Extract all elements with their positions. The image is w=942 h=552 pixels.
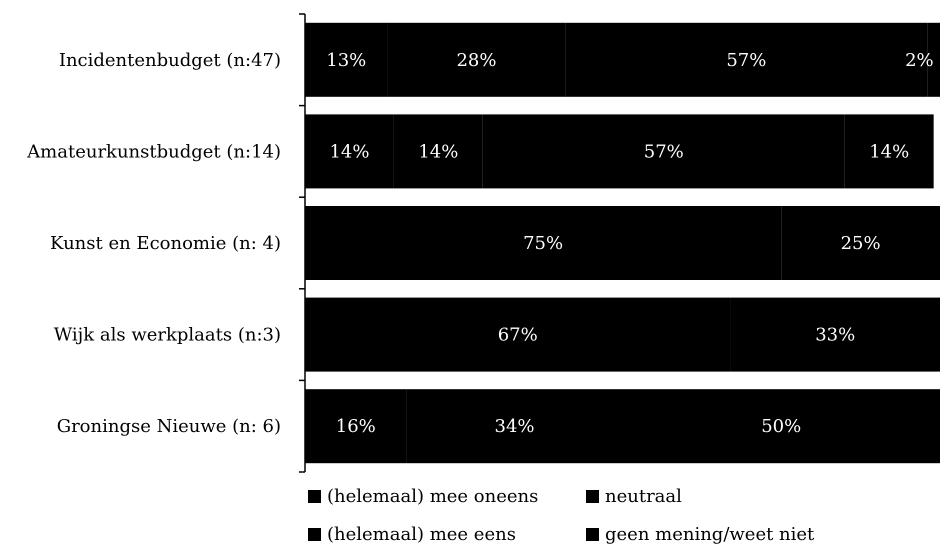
bar-segment	[305, 114, 394, 189]
legend-swatch	[586, 490, 599, 503]
bar-segment	[305, 22, 388, 97]
data-label: 75%	[523, 233, 563, 254]
bars-group	[305, 22, 940, 464]
legend-swatch	[308, 490, 321, 503]
bar-segment	[305, 297, 731, 372]
legend-item-geen-mening: geen mening/weet niet	[586, 524, 814, 545]
data-label: 2%	[905, 50, 934, 71]
category-label: Incidentenbudget (n:47)	[59, 50, 281, 71]
data-label: 25%	[841, 233, 881, 254]
bar-segment	[387, 22, 566, 97]
legend-item-oneens: (helemaal) mee oneens	[308, 486, 538, 507]
data-label: 28%	[456, 50, 496, 71]
data-label: 33%	[815, 325, 855, 346]
data-label: 57%	[726, 50, 766, 71]
legend-item-neutraal: neutraal	[586, 486, 682, 507]
category-label: Groningse Nieuwe (n: 6)	[57, 416, 281, 437]
legend-item-eens: (helemaal) mee eens	[308, 524, 516, 545]
bar-segment	[406, 389, 623, 464]
category-label: Kunst en Economie (n: 4)	[50, 233, 281, 254]
data-label: 57%	[644, 141, 684, 162]
legend-label: (helemaal) mee oneens	[327, 486, 539, 507]
y-axis	[299, 13, 306, 473]
bar-segment	[622, 389, 940, 464]
bar-segment	[305, 206, 782, 280]
data-label: 50%	[761, 416, 801, 437]
bar-segment	[844, 114, 934, 189]
bar-segment	[393, 114, 483, 189]
legend-label: neutraal	[605, 486, 682, 507]
bar-segment	[927, 22, 940, 97]
bar-segment	[730, 297, 940, 372]
data-label: 13%	[326, 50, 366, 71]
category-label: Wijk als werkplaats (n:3)	[54, 325, 281, 346]
data-label: 14%	[418, 141, 458, 162]
data-label: 16%	[336, 416, 376, 437]
data-label: 14%	[869, 141, 909, 162]
data-label: 67%	[498, 325, 538, 346]
bar-segment	[305, 389, 407, 464]
data-label: 14%	[329, 141, 369, 162]
stacked-bar-chart: Incidentenbudget (n:47) 13% 28% 57% 2% Amateu…	[26, 13, 940, 473]
data-label: 34%	[495, 416, 535, 437]
legend-swatch	[308, 528, 321, 541]
bar-segment	[482, 114, 845, 189]
category-label: Amateurkunstbudget (n:14)	[26, 141, 281, 162]
bar-segment	[565, 22, 928, 97]
legend-label: geen mening/weet niet	[605, 524, 815, 545]
bar-segment	[781, 206, 940, 280]
legend-label: (helemaal) mee eens	[327, 524, 516, 545]
labels-group: Incidentenbudget (n:47) 13% 28% 57% 2% Amateu…	[26, 50, 933, 437]
legend-swatch	[586, 528, 599, 541]
